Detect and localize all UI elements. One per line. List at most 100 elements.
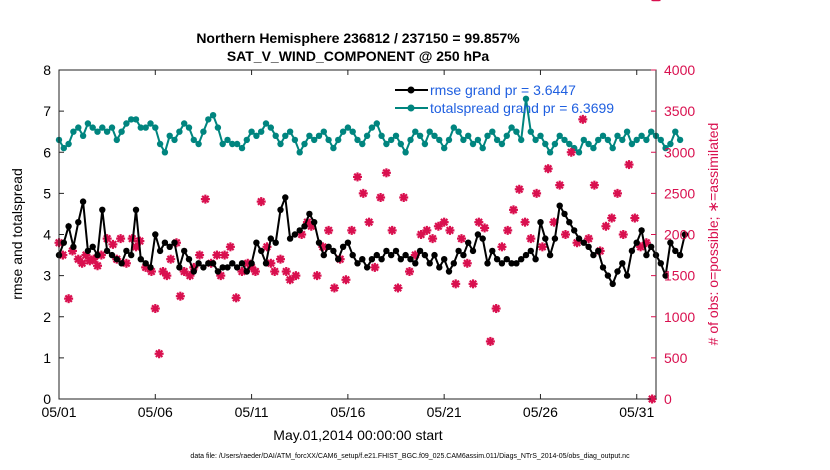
totalspread-point <box>397 140 404 148</box>
obs-count-marker <box>179 267 189 277</box>
totalspread-point <box>676 136 684 144</box>
rmse-point <box>388 251 395 259</box>
y-left-tick-label: 3 <box>43 268 51 284</box>
rmse-point <box>166 243 173 250</box>
totalspread-point <box>585 140 592 148</box>
rmse-point <box>383 247 390 255</box>
totalspread-point <box>513 128 520 135</box>
totalspread-point <box>469 140 477 148</box>
rmse-point <box>566 219 573 226</box>
obs-count-marker <box>566 147 576 157</box>
totalspread-point <box>556 132 563 139</box>
x-tick-label: 05/11 <box>235 404 269 420</box>
rmse-point <box>662 272 669 279</box>
obs-count-marker <box>607 213 617 223</box>
totalspread-point <box>75 124 82 131</box>
totalspread-point <box>368 124 376 131</box>
rmse-point <box>595 247 602 255</box>
totalspread-point <box>421 140 429 148</box>
rmse-point <box>137 256 144 263</box>
rmse-point <box>147 264 154 271</box>
rmse-point <box>479 235 486 242</box>
obs-count-marker <box>532 188 542 198</box>
totalspread-point <box>89 124 96 131</box>
rmse-point <box>94 251 101 259</box>
totalspread-point <box>94 128 101 135</box>
rmse-point <box>176 264 183 271</box>
rmse-point <box>657 260 664 267</box>
rmse-point <box>344 239 352 246</box>
totalspread-point <box>262 120 270 127</box>
totalspread-point <box>518 136 525 144</box>
x-tick-label: 05/01 <box>41 404 76 420</box>
rmse-point <box>676 251 684 259</box>
rmse-point <box>185 256 193 263</box>
y-right-tick-label: 500 <box>664 350 688 366</box>
rmse-point <box>349 251 356 259</box>
rmse-point <box>532 256 539 263</box>
obs-count-marker <box>387 225 397 235</box>
x-tick-label: 05/31 <box>619 404 654 420</box>
totalspread-point <box>657 136 664 144</box>
totalspread-point <box>214 124 222 131</box>
rmse-point <box>392 247 400 255</box>
obs-count-marker <box>537 242 547 252</box>
rmse-point <box>330 247 337 255</box>
y-left-tick-label: 5 <box>43 185 51 201</box>
totalspread-point <box>614 132 621 139</box>
obs-count-marker <box>195 250 205 260</box>
totalspread-point <box>465 132 472 139</box>
obs-count-marker <box>200 194 210 204</box>
totalspread-point <box>84 120 92 127</box>
x-axis: 05/01 05/06 05/11 05/16 05/21 05/26 05/31 <box>41 70 654 420</box>
totalspread-point <box>229 140 236 148</box>
obs-count-marker <box>93 261 103 271</box>
totalspread-point <box>493 136 501 144</box>
totalspread-point <box>219 140 226 148</box>
y-right-tick-label: 1000 <box>664 309 695 325</box>
totalspread-point <box>277 140 284 148</box>
data-file-footer: data file: /Users/raeder/DAI/ATM_forcXX/… <box>190 453 630 460</box>
obs-count-marker <box>116 234 126 244</box>
obs-count-marker <box>468 279 478 289</box>
totalspread-point <box>590 144 597 152</box>
obs-count-marker <box>433 221 443 231</box>
rmse-series <box>55 194 689 288</box>
obs-count-marker <box>212 250 222 260</box>
totalspread-point <box>527 128 534 135</box>
totalspread-point <box>267 124 274 131</box>
totalspread-point <box>503 132 510 139</box>
rmse-point <box>450 260 457 267</box>
rmse-point <box>638 227 645 234</box>
y-axis-left-label: rmse and totalspread <box>9 168 25 300</box>
totalspread-point <box>667 140 674 148</box>
rmse-point <box>412 260 419 267</box>
rmse-point <box>522 251 530 259</box>
rmse-point <box>75 219 82 226</box>
obs-count-marker <box>485 336 495 346</box>
rmse-point <box>156 247 164 255</box>
totalspread-point <box>580 136 587 144</box>
totalspread-point <box>441 144 448 152</box>
totalspread-point <box>171 136 178 144</box>
rmse-point <box>108 251 116 259</box>
obs-count-marker <box>64 294 74 304</box>
rmse-point <box>551 235 559 242</box>
rmse-point <box>431 251 438 259</box>
rmse-point <box>407 256 414 263</box>
rmse-point <box>103 247 111 255</box>
obs-count-marker <box>514 184 524 194</box>
rmse-point <box>262 260 270 267</box>
totalspread-point <box>426 128 433 135</box>
rmse-point <box>171 239 178 246</box>
obs-count-marker <box>250 267 260 277</box>
totalspread-point <box>311 136 318 144</box>
obs-count-marker <box>618 230 628 239</box>
rmse-point <box>368 256 376 263</box>
obs-count-marker <box>393 283 403 293</box>
rmse-point <box>123 247 130 255</box>
totalspread-point <box>315 132 323 139</box>
rmse-point <box>315 239 323 246</box>
totalspread-point <box>431 132 438 139</box>
rmse-point <box>258 247 265 255</box>
